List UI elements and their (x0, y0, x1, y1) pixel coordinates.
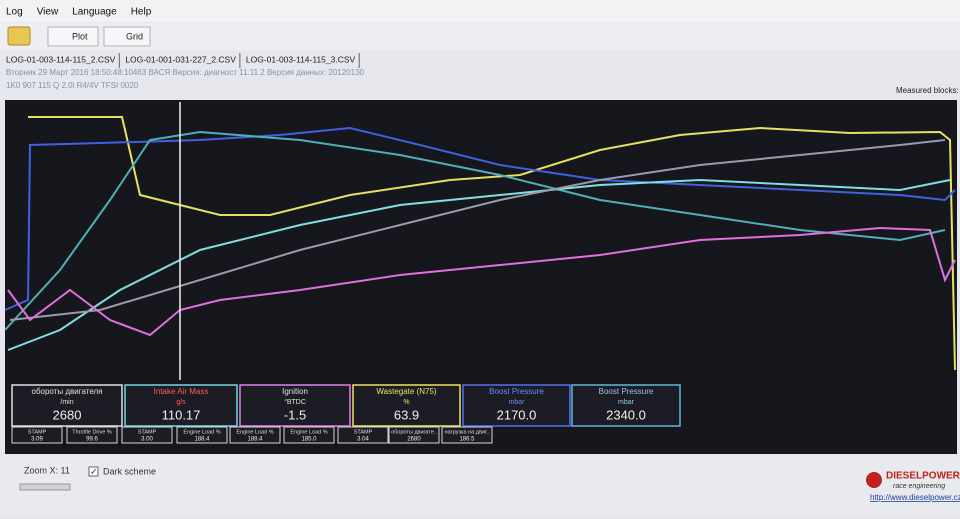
mini-value: 3.09 (31, 437, 43, 443)
gauge-title: обороты двигателя (32, 387, 103, 396)
menu-item[interactable]: Help (131, 7, 152, 18)
mini-label: STAMP (138, 429, 157, 435)
gauge-value: 63.9 (394, 407, 419, 422)
menu-item[interactable]: View (37, 7, 59, 18)
mini-gauge[interactable] (176, 426, 228, 444)
mini-value: 185.0 (301, 437, 317, 443)
gauge-value: 110.17 (162, 407, 201, 422)
gauge[interactable] (239, 384, 351, 427)
mini-label: нагрузка на двиг.. (445, 429, 490, 435)
mini-value: 188.4 (247, 437, 263, 443)
grid-label: Grid (126, 31, 143, 41)
mini-gauge[interactable] (283, 426, 335, 444)
mini-gauge[interactable] (229, 426, 281, 444)
mini-gauge[interactable] (441, 426, 493, 444)
mini-gauge[interactable] (121, 426, 173, 444)
logo-tagline: race engineering (893, 483, 945, 490)
mini-gauge[interactable] (11, 426, 63, 444)
gauge-unit: mbar (618, 399, 635, 406)
menu-bar (0, 0, 960, 22)
gauge-title: Boost Pressure (599, 387, 654, 396)
mini-value: 188.4 (194, 437, 210, 443)
trace (9, 139, 946, 321)
trace (28, 116, 956, 371)
measured-blocks: Measured blocks: 3 (896, 86, 960, 95)
gauge[interactable] (571, 384, 681, 427)
trace (4, 126, 956, 311)
mini-value: 2680 (407, 437, 421, 443)
mini-label: STAMP (28, 429, 47, 435)
gauge-value: 2340.0 (606, 407, 646, 422)
dark-scheme-checkbox[interactable] (88, 466, 99, 477)
trace (7, 178, 951, 351)
gauge-title: Ignition (282, 387, 308, 396)
mini-value: 99.6 (86, 437, 98, 443)
open-button[interactable] (7, 26, 31, 46)
url-link[interactable]: http://www.dieselpower.cz (870, 493, 960, 502)
file-tab[interactable]: LOG-01-003-114-115_2.CSV (6, 54, 116, 64)
logo-icon (866, 472, 882, 488)
mini-value: 3.04 (357, 437, 369, 443)
gauge[interactable] (11, 384, 123, 427)
gauge-title: Wastegate (N75) (376, 387, 437, 396)
file-tab[interactable]: LOG-01-003-114-115_3.CSV (246, 54, 356, 64)
trace (4, 130, 946, 331)
zoom-slider[interactable] (19, 483, 71, 491)
zoom-label: Zoom X: 11 (24, 465, 70, 475)
gauge-value: 2680 (53, 407, 82, 422)
mini-label: Engine Load % (183, 429, 220, 435)
menu-item[interactable]: Log (6, 7, 23, 18)
gauge-unit: mbar (509, 399, 526, 406)
bottom-panel (0, 455, 960, 514)
plot-label: Plot (72, 31, 88, 41)
gauge-value: -1.5 (284, 407, 306, 422)
info-line: 1K0 907 115 Q 2.0l R4/4V TFSI 0020 (6, 81, 139, 90)
check-mark: ✓ (90, 466, 98, 476)
mini-gauge[interactable] (388, 426, 440, 444)
gauge-title: Boost Pressure (489, 387, 544, 396)
mini-gauge[interactable] (337, 426, 389, 444)
gauge-title: Intake Air Mass (154, 387, 209, 396)
logo-name: DIESELPOWER (886, 471, 960, 482)
toolbar (0, 23, 960, 50)
mini-label: обороты двигате.. (391, 429, 437, 435)
gauge-unit: g/s (176, 399, 186, 406)
gauge[interactable] (352, 384, 461, 427)
mini-label: Engine Load % (236, 429, 273, 435)
gauge-unit: /min (60, 399, 73, 406)
mini-value: 186.5 (459, 437, 475, 443)
gauge-value: 2170.0 (497, 407, 537, 422)
mini-label: Throttle Drive % (72, 429, 112, 435)
gauge[interactable] (124, 384, 238, 427)
plot-button[interactable] (47, 26, 99, 47)
traces (4, 102, 956, 380)
grid-button[interactable] (103, 26, 151, 47)
menu-item[interactable]: Language (72, 7, 117, 18)
mini-gauge[interactable] (66, 426, 118, 444)
mini-value: 3.00 (141, 437, 153, 443)
mini-label: Engine Load % (290, 429, 327, 435)
mini-label: STAMP (354, 429, 373, 435)
gauge-unit: °BTDC (284, 398, 306, 406)
trace (7, 226, 956, 337)
gauge[interactable] (462, 384, 571, 427)
dark-scheme-label: Dark scheme (103, 466, 156, 476)
info-line: Вторник 29 Март 2016 18:50:48:10463 ВАСЯ… (6, 68, 365, 77)
file-tab[interactable]: LOG-01-001-031-227_2.CSV (125, 54, 236, 64)
gauge-unit: % (403, 399, 409, 406)
